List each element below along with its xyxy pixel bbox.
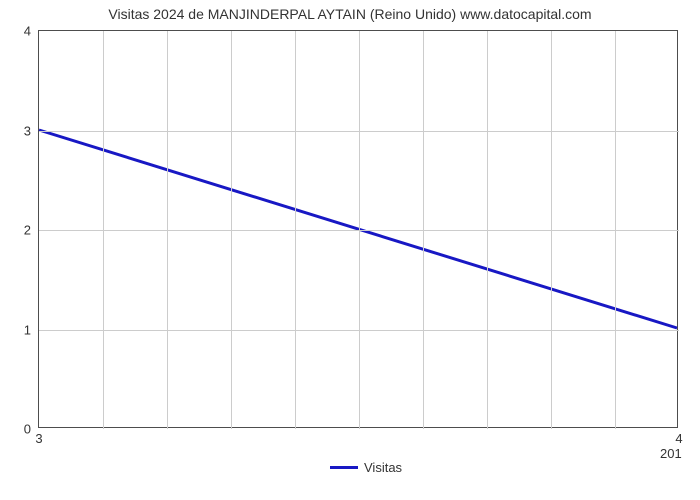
gridline-vertical — [103, 31, 104, 429]
gridline-vertical — [231, 31, 232, 429]
series-line — [39, 130, 677, 328]
x-tick-label: 4 — [675, 431, 682, 446]
gridline-vertical — [167, 31, 168, 429]
gridline-vertical — [423, 31, 424, 429]
chart-title: Visitas 2024 de MANJINDERPAL AYTAIN (Rei… — [0, 6, 700, 22]
gridline-vertical — [487, 31, 488, 429]
x-tick-label: 3 — [35, 431, 42, 446]
legend-swatch — [330, 466, 358, 469]
gridline-vertical — [359, 31, 360, 429]
y-tick-label: 2 — [24, 223, 31, 238]
y-tick-label: 3 — [24, 123, 31, 138]
x-axis-extra-label: 201 — [660, 446, 682, 461]
y-tick-label: 4 — [24, 24, 31, 39]
chart-container: Visitas 2024 de MANJINDERPAL AYTAIN (Rei… — [0, 0, 700, 500]
legend-label: Visitas — [364, 460, 402, 475]
legend: Visitas — [330, 460, 402, 475]
gridline-vertical — [295, 31, 296, 429]
y-tick-label: 0 — [24, 422, 31, 437]
gridline-vertical — [551, 31, 552, 429]
gridline-vertical — [615, 31, 616, 429]
y-tick-label: 1 — [24, 322, 31, 337]
plot-area: 0123434 — [38, 30, 678, 428]
line-layer — [39, 31, 677, 427]
